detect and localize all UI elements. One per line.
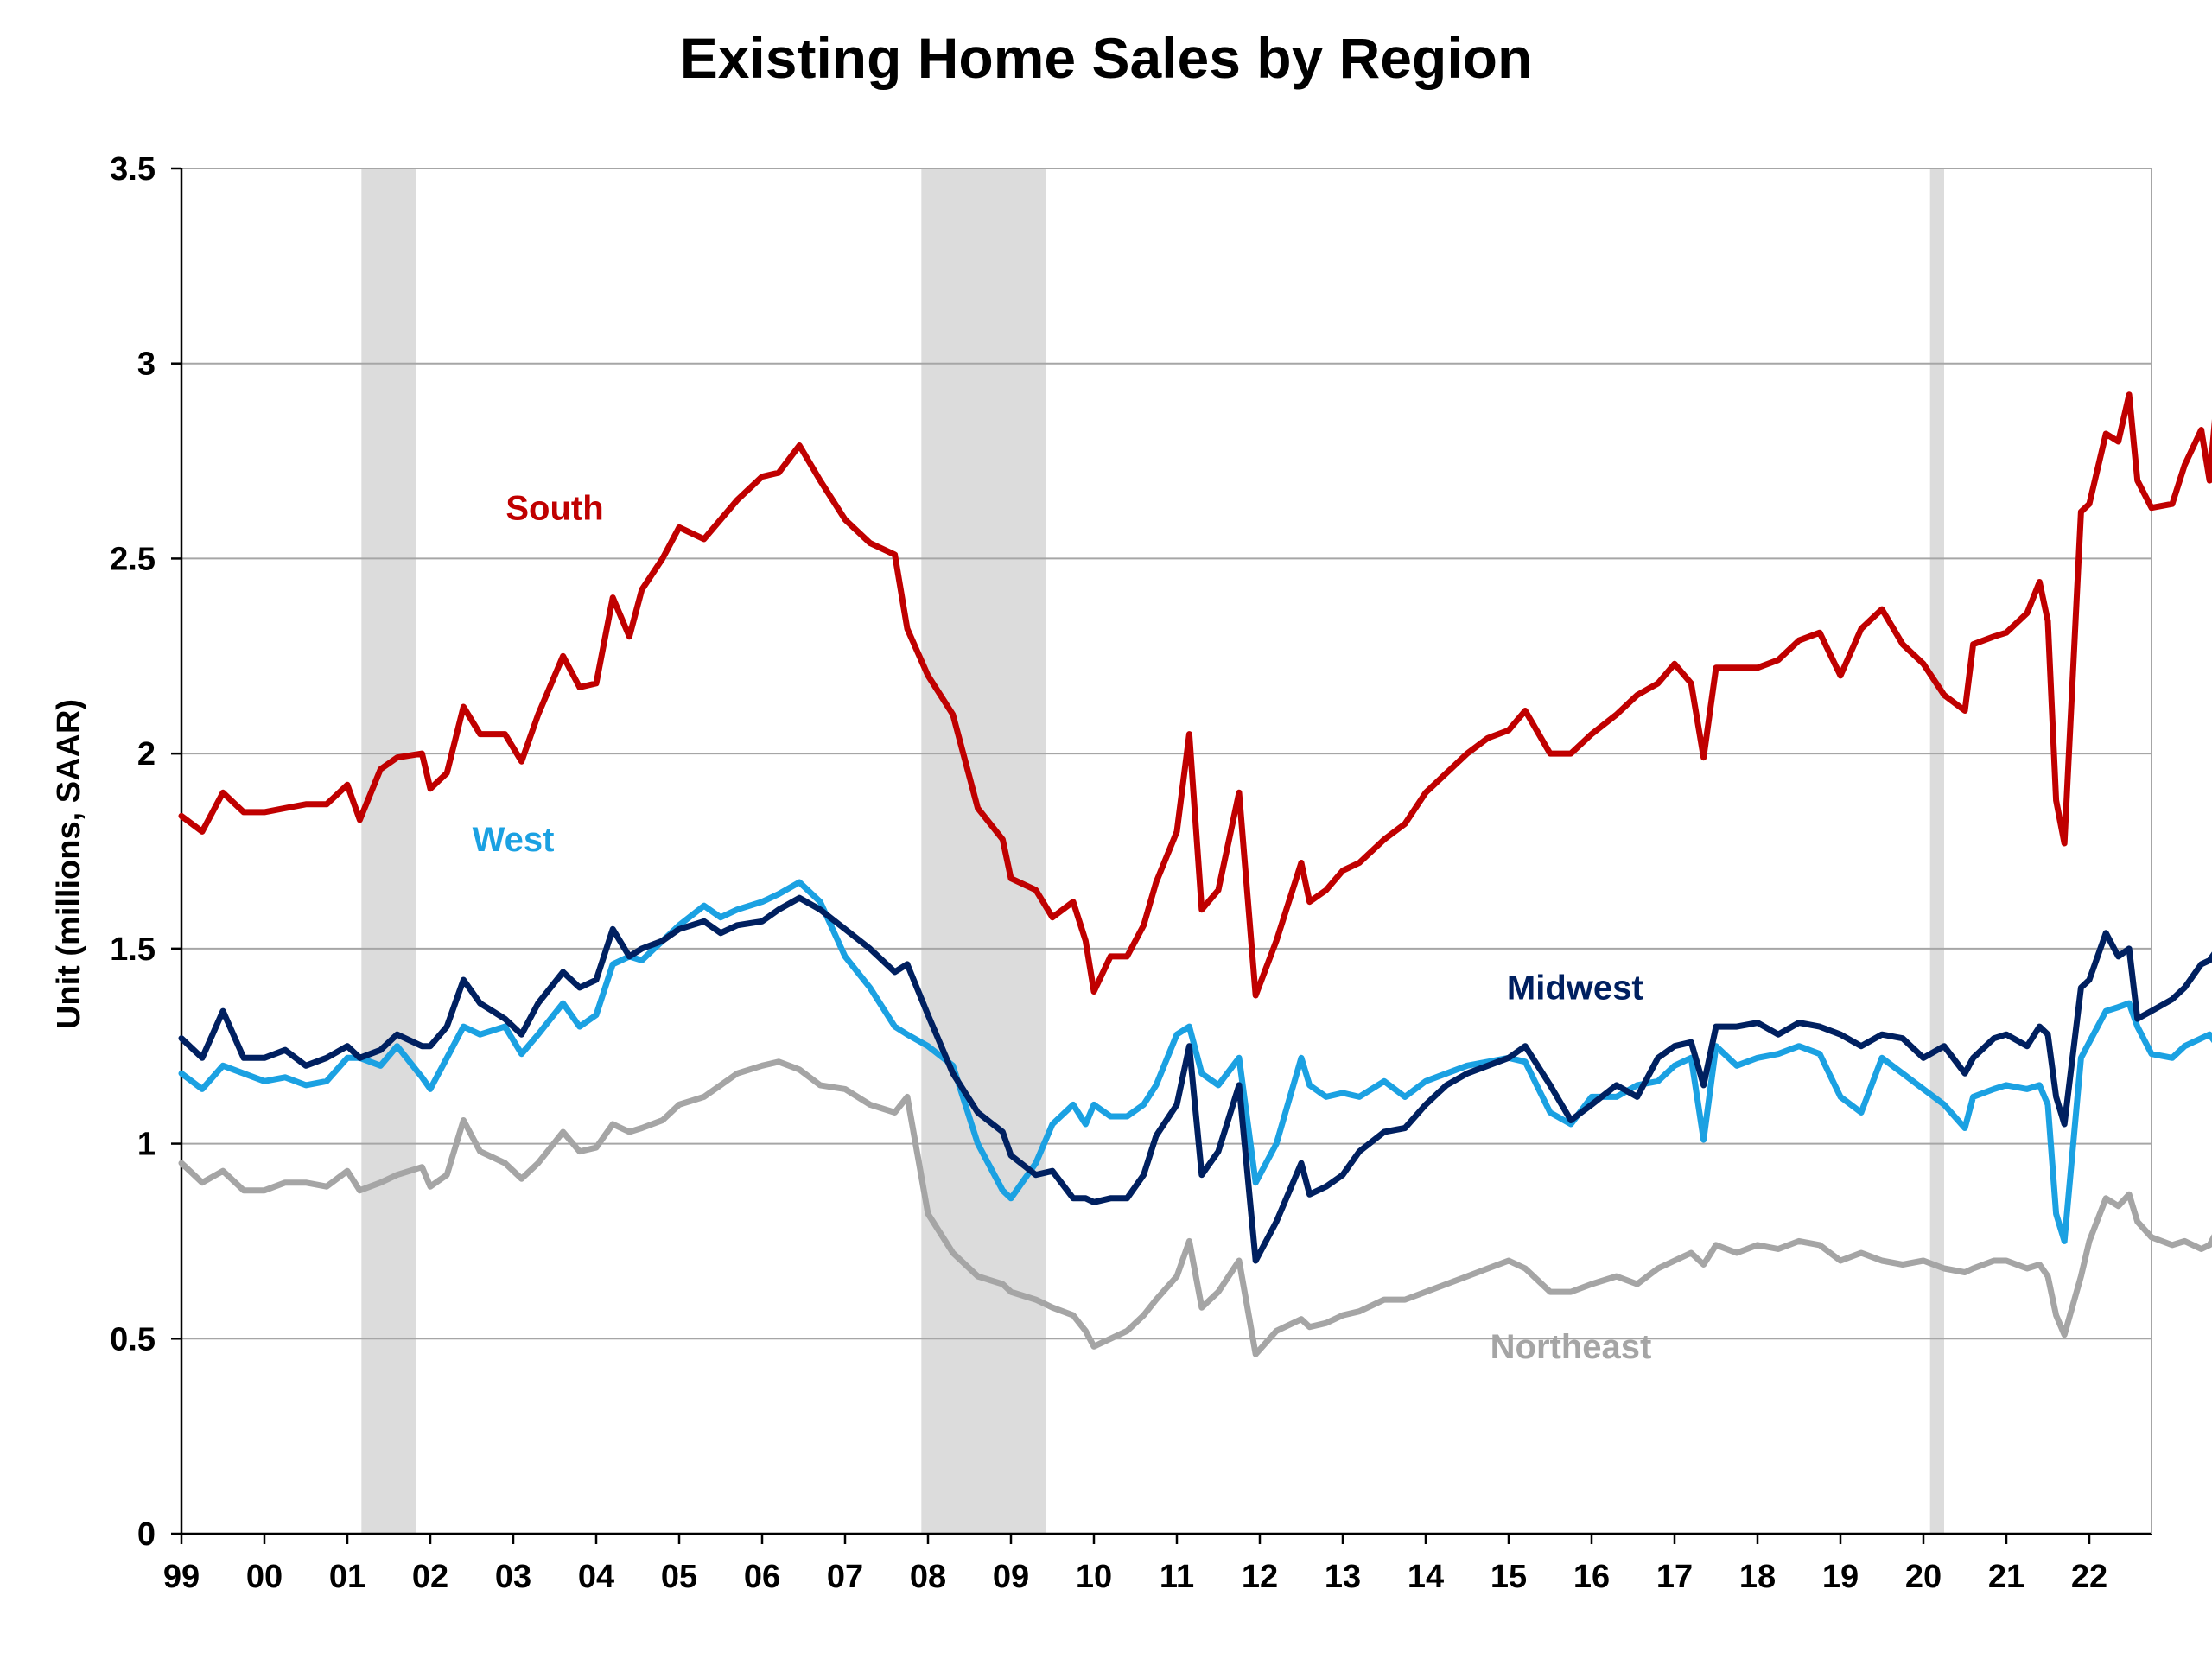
recession-band-2 (1929, 168, 1944, 1534)
x-tick-label-21: 20 (1905, 1559, 1942, 1595)
x-tick-label-10: 09 (993, 1559, 1029, 1595)
y-tick-label-0: 0 (137, 1516, 156, 1553)
x-tick-label-18: 17 (1656, 1559, 1693, 1595)
series-line-northeast (178, 1058, 2212, 1357)
x-tick-label-9: 08 (910, 1559, 946, 1595)
y-tick-label-6: 3 (137, 346, 156, 383)
y-tick-label-2: 1 (137, 1127, 156, 1163)
series-line-west (178, 879, 2212, 1244)
x-tick-label-23: 22 (2071, 1559, 2107, 1595)
series-labels: Northeast West Midwest South (473, 489, 1652, 1366)
x-tick-label-6: 05 (661, 1559, 697, 1595)
x-tick-label-3: 02 (412, 1559, 448, 1595)
series-label-northeast: Northeast (1491, 1328, 1652, 1366)
x-tick-label-19: 18 (1739, 1559, 1776, 1595)
x-tick-label-5: 04 (578, 1559, 614, 1595)
recession-band-0 (361, 168, 416, 1534)
x-tick-label-20: 19 (1822, 1559, 1859, 1595)
y-tick-label-4: 2 (137, 736, 156, 772)
x-tick-label-7: 06 (744, 1559, 780, 1595)
x-tick-label-0: 99 (163, 1559, 200, 1595)
x-tick-label-1: 00 (246, 1559, 283, 1595)
y-tick-label-5: 2.5 (110, 541, 156, 577)
x-tick-label-11: 10 (1076, 1559, 1112, 1595)
series-lines (178, 391, 2212, 1357)
series-line-midwest (178, 894, 2212, 1264)
series-line-south (178, 391, 2212, 999)
x-tick-label-13: 12 (1242, 1559, 1278, 1595)
x-tick-label-17: 16 (1573, 1559, 1610, 1595)
x-tick-label-12: 11 (1160, 1559, 1194, 1595)
x-tick-label-15: 14 (1408, 1559, 1444, 1595)
series-label-west: West (473, 821, 555, 859)
x-tick-label-4: 03 (495, 1559, 531, 1595)
y-tick-label-7: 3.5 (110, 151, 156, 188)
recession-bands (361, 168, 1944, 1534)
x-tick-label-16: 15 (1491, 1559, 1527, 1595)
x-tick-label-2: 01 (329, 1559, 365, 1595)
x-tick-label-14: 13 (1325, 1559, 1361, 1595)
y-tick-label-3: 1.5 (110, 931, 156, 968)
gridlines (181, 168, 2152, 1340)
series-label-south: South (505, 489, 603, 527)
axes: 0 0.5 1 1.5 2 2.5 3 3.5 99 00 01 02 03 04 05 06 07 08 09 10… (110, 151, 2152, 1595)
series-label-midwest: Midwest (1507, 969, 1643, 1007)
y-axis-label: Unit (millions, SAAR) (51, 699, 87, 1029)
y-tick-label-1: 0.5 (110, 1321, 156, 1357)
recession-band-1 (921, 168, 1046, 1534)
chart-title: Existing Home Sales by Region (680, 26, 1533, 90)
x-tick-label-22: 21 (1988, 1559, 2024, 1595)
x-tick-label-8: 07 (827, 1559, 863, 1595)
